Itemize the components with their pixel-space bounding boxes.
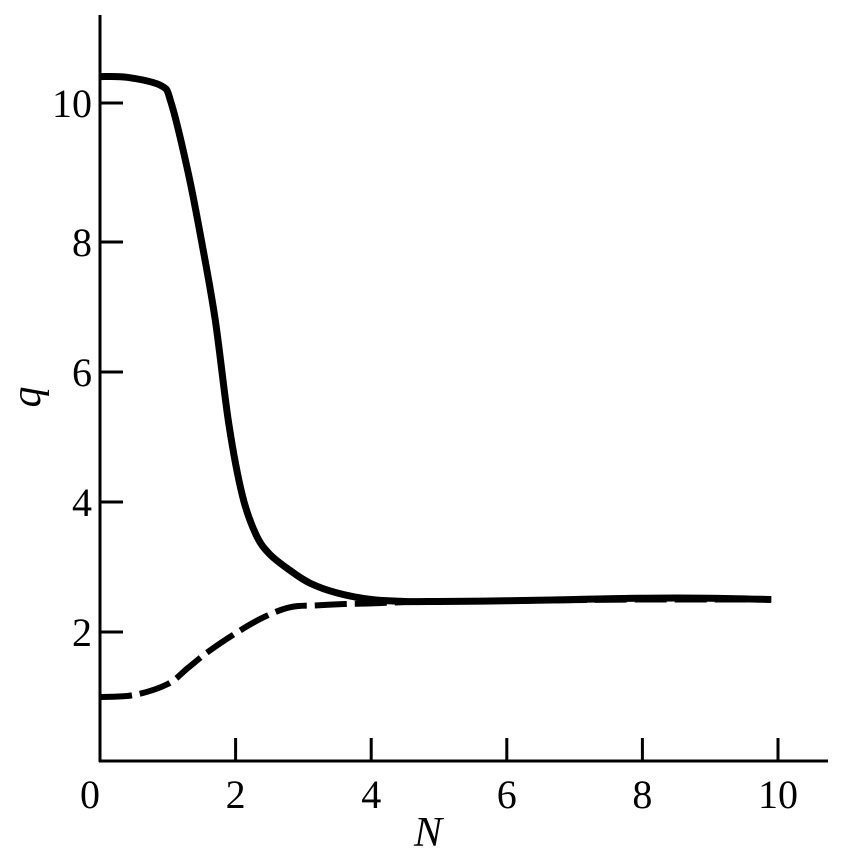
y-tick-label: 2 xyxy=(72,610,92,655)
series-dashed-line xyxy=(99,596,772,700)
y-axis-label: q xyxy=(4,387,50,408)
x-tick-label: 0 xyxy=(80,772,100,817)
x-tick-label: 8 xyxy=(632,772,652,817)
y-tick-label: 8 xyxy=(72,220,92,265)
x-tick-label: 10 xyxy=(758,772,798,817)
x-tick-label: 4 xyxy=(361,772,381,817)
x-tick-label: 2 xyxy=(226,772,246,817)
y-tick-label: 6 xyxy=(72,350,92,395)
x-axis-label: N xyxy=(413,810,444,856)
x-tick-label: 6 xyxy=(497,772,517,817)
y-tick-label: 10 xyxy=(52,81,92,126)
series-solid-line xyxy=(99,72,772,606)
y-tick-label: 4 xyxy=(72,480,92,525)
